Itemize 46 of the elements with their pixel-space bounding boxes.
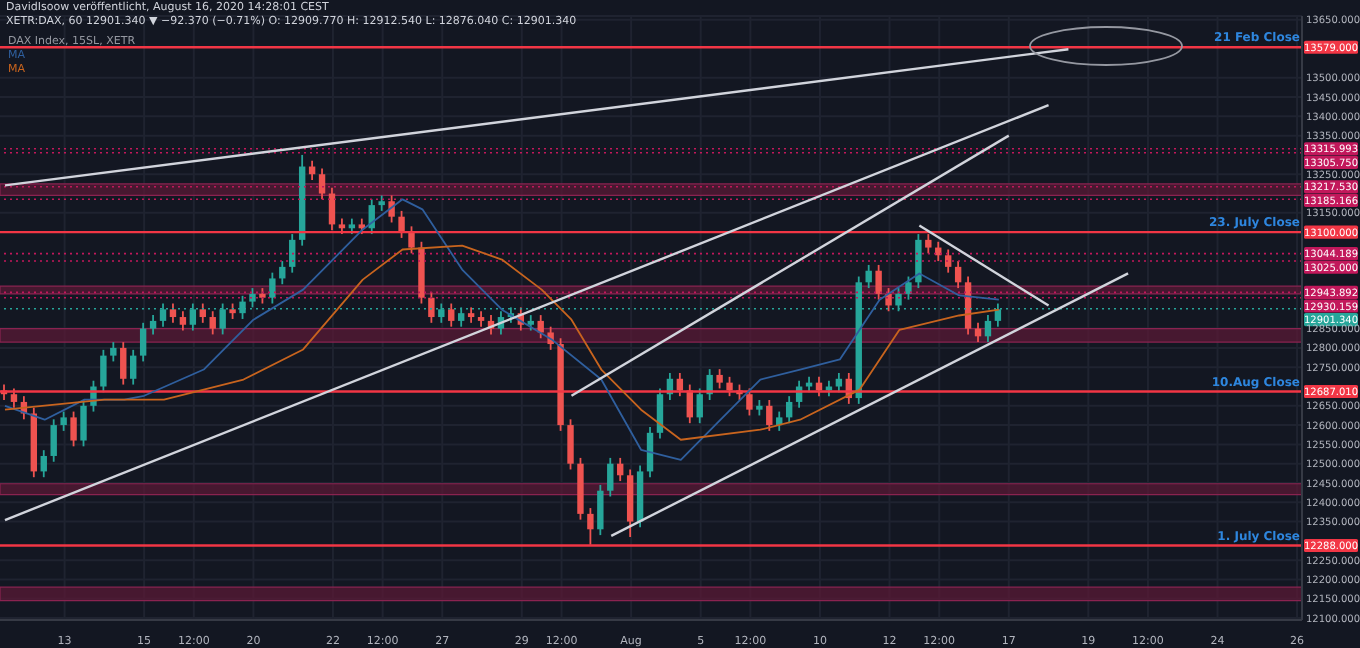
candlestick xyxy=(428,291,435,324)
candlestick xyxy=(100,348,107,394)
candlestick xyxy=(746,387,753,417)
candlestick xyxy=(865,264,872,289)
candlestick xyxy=(954,260,962,289)
candlestick xyxy=(289,233,296,274)
candlestick xyxy=(10,387,18,409)
candlestick xyxy=(875,264,882,301)
candlestick xyxy=(766,399,773,432)
line-series xyxy=(4,244,1000,441)
candlestick xyxy=(597,484,604,536)
candlestick xyxy=(388,194,395,224)
candlestick xyxy=(567,418,574,471)
candlestick xyxy=(199,302,206,324)
candlestick xyxy=(149,314,157,336)
candlestick xyxy=(945,248,952,274)
candlestick xyxy=(80,399,87,448)
candlestick xyxy=(249,287,256,309)
candlestick xyxy=(785,395,793,425)
candlestick xyxy=(696,387,703,425)
candlestick xyxy=(448,302,455,328)
candlestick xyxy=(885,287,892,313)
candlestick xyxy=(169,302,177,324)
candlestick xyxy=(398,210,405,239)
line-series xyxy=(4,198,1000,461)
candlestick xyxy=(607,457,614,498)
candlestick xyxy=(925,233,932,255)
candlestick xyxy=(905,275,912,301)
candlestick xyxy=(50,418,57,463)
candlestick xyxy=(716,368,723,390)
candlestick xyxy=(209,310,216,336)
candlestick xyxy=(587,507,594,546)
candlestick xyxy=(130,348,137,386)
candlestick xyxy=(60,410,67,432)
candlestick xyxy=(915,233,922,289)
candlestick xyxy=(40,449,47,479)
candlestick xyxy=(139,321,147,363)
candlestick xyxy=(110,341,117,363)
candlestick xyxy=(179,310,187,332)
candlestick xyxy=(984,314,992,344)
candlestick xyxy=(626,468,634,538)
candlestick xyxy=(318,167,326,201)
candlestick xyxy=(70,410,77,448)
candlestick xyxy=(408,225,415,255)
candlestick xyxy=(269,271,276,305)
candlestick xyxy=(120,341,127,386)
